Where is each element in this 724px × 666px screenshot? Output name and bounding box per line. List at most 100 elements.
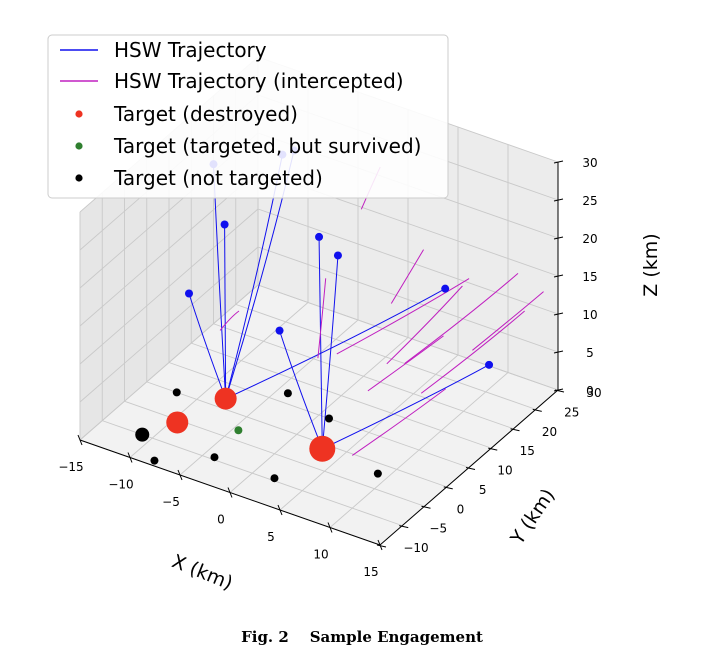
y-tick-label: 5 — [479, 483, 487, 497]
y-axis-label: Y (km) — [506, 485, 559, 550]
y-tick-label: −5 — [429, 522, 447, 536]
grid-line-z-back — [257, 246, 559, 353]
intercepted-trajectory-line — [219, 310, 240, 331]
legend: HSW Trajectory HSW Trajectory (intercept… — [47, 34, 449, 199]
legend-box — [47, 34, 449, 199]
x-tick-mark — [227, 487, 233, 498]
figure-caption: Fig. 2 Sample Engagement — [0, 628, 724, 646]
intercepted-trajectory-line — [404, 273, 519, 364]
z-tick-mark — [553, 236, 564, 240]
target-not-targeted-point — [270, 474, 279, 483]
launch-point — [315, 232, 324, 241]
z-tick-label: 20 — [582, 232, 597, 246]
x-tick-mark — [127, 452, 133, 463]
legend-label-trajectory: HSW Trajectory — [114, 38, 267, 62]
x-tick-mark — [77, 434, 83, 446]
intercepted-trajectory-line — [420, 310, 525, 394]
grid-line-y-floor — [235, 303, 536, 410]
z-axis-label: Z (km) — [640, 233, 662, 296]
figure-number: Fig. 2 — [241, 628, 289, 646]
intercepted-trajectory-line — [367, 335, 444, 392]
y-tick-mark — [465, 467, 476, 470]
target-not-targeted-point — [172, 388, 181, 397]
grid-line-y-floor — [191, 342, 492, 449]
launch-point — [220, 220, 229, 229]
target-not-targeted-point — [135, 427, 150, 442]
x-tick-label: −5 — [162, 495, 180, 509]
x-tick-mark — [177, 469, 183, 481]
y-axis-line — [379, 389, 559, 546]
grid-line-z-side — [79, 208, 259, 365]
intercepted-trajectory-line — [317, 278, 327, 359]
grid-line-y-floor — [213, 323, 514, 430]
target-not-targeted-point — [150, 456, 159, 465]
target-not-targeted-point — [210, 453, 219, 462]
target-destroyed-point — [166, 411, 189, 434]
y-tick-mark — [443, 486, 453, 490]
legend-marker-survived — [75, 142, 83, 150]
x-axis-label: X (km) — [169, 550, 236, 594]
y-tick-mark — [488, 447, 498, 451]
y-tick-mark — [532, 408, 542, 412]
z-tick-label: 25 — [582, 194, 597, 208]
z-tick-label: 10 — [582, 308, 597, 322]
y-tick-label: −10 — [403, 541, 428, 555]
legend-marker-destroyed — [75, 110, 83, 118]
z-tick-mark — [553, 274, 564, 278]
intercepted-trajectory-line — [386, 285, 463, 365]
y-tick-label: 25 — [564, 405, 579, 419]
x-tick-label: 5 — [267, 530, 275, 544]
y-tick-mark — [399, 525, 409, 529]
trajectory-line — [321, 255, 339, 449]
legend-label-intercepted: HSW Trajectory (intercepted) — [114, 69, 404, 93]
trajectory-line — [188, 293, 227, 399]
y-tick-label: 0 — [457, 502, 465, 516]
x-tick-mark — [377, 539, 383, 551]
target-not-targeted-point — [325, 414, 333, 423]
trajectory-line — [225, 288, 446, 400]
y-tick-label: 20 — [542, 425, 557, 439]
legend-label-survived: Target (targeted, but survived) — [113, 134, 421, 158]
target-not-targeted-point — [373, 469, 382, 478]
intercepted-trajectory-line — [472, 291, 544, 351]
x-tick-mark — [277, 504, 283, 516]
y-tick-mark — [376, 544, 387, 548]
y-tick-label: 30 — [586, 386, 601, 400]
z-tick-mark — [553, 388, 564, 392]
legend-marker-not-targeted — [75, 174, 83, 182]
figure-title: Sample Engagement — [309, 628, 483, 646]
target-destroyed-point — [309, 435, 336, 462]
target-survived-point — [234, 426, 243, 435]
launch-point — [333, 251, 342, 260]
launch-point — [441, 284, 450, 293]
launch-point — [275, 326, 284, 335]
launch-point — [485, 360, 494, 369]
z-tick-mark — [553, 198, 564, 202]
grid-line-y-floor — [102, 420, 403, 527]
grid-line-y-floor — [146, 381, 447, 488]
x-tick-label: −15 — [58, 460, 83, 474]
launch-point — [185, 289, 193, 298]
legend-label-destroyed: Target (destroyed) — [113, 102, 298, 126]
z-tick-label: 30 — [582, 156, 597, 170]
x-tick-mark — [327, 522, 333, 533]
intercepted-trajectory-line — [336, 278, 470, 355]
grid-line-z-side — [79, 246, 259, 403]
grid-line-z-back — [257, 284, 559, 391]
z-tick-mark — [553, 312, 564, 316]
y-tick-label: 10 — [497, 464, 512, 478]
trajectory-line — [318, 236, 323, 449]
z-tick-label: 15 — [582, 270, 597, 284]
z-tick-mark — [553, 350, 564, 354]
trajectory-line — [279, 330, 323, 449]
trajectory-line — [224, 224, 227, 399]
z-tick-label: 5 — [586, 346, 594, 360]
x-tick-label: 0 — [217, 513, 225, 527]
legend-label-not-targeted: Target (not targeted) — [113, 166, 323, 190]
y-tick-label: 15 — [520, 444, 535, 458]
z-tick-mark — [553, 160, 564, 164]
intercepted-trajectory-line — [352, 388, 446, 456]
x-tick-label: 15 — [363, 565, 378, 579]
tick-labels: −15−10−5051015−10−5051015202530051015202… — [58, 156, 601, 579]
